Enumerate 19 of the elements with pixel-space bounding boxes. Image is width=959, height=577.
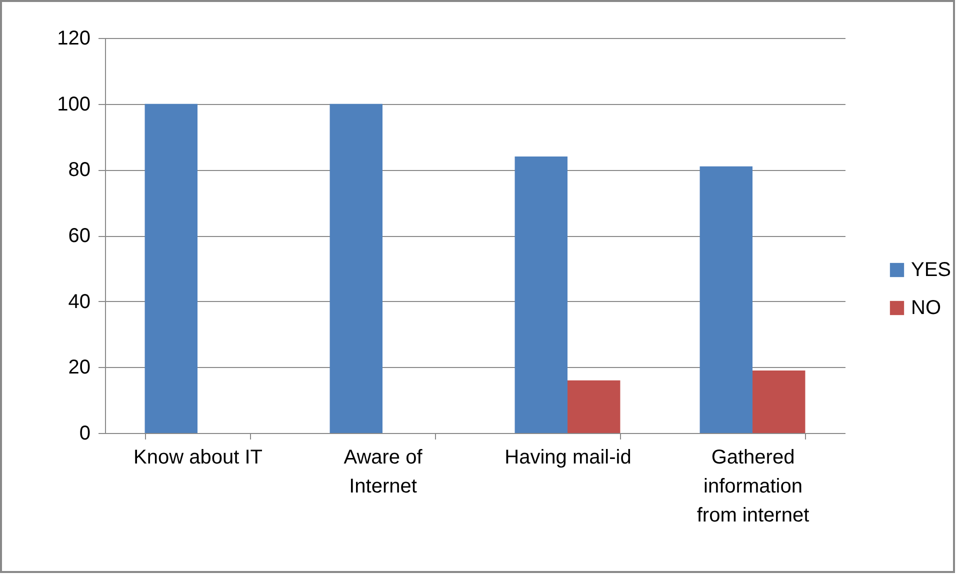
x-tick-label: Know about IT (134, 446, 262, 468)
legend-label: YES (911, 259, 952, 281)
x-tick-label: Gathered information from internet (696, 446, 810, 526)
y-tick-label: 60 (68, 225, 90, 247)
y-tick-label: 80 (68, 159, 90, 182)
y-tick-label: 20 (68, 356, 90, 379)
legend-label: NO (911, 297, 941, 319)
y-tick-label: 100 (57, 93, 90, 116)
bar (752, 370, 806, 433)
bar (700, 166, 752, 433)
y-tick-label: 120 (57, 28, 90, 50)
bar (144, 104, 198, 433)
bar (330, 104, 382, 433)
y-tick-label: 40 (68, 290, 90, 313)
x-tick-label: Having mail-id (504, 446, 632, 468)
x-tick-label: Aware of Internet (344, 446, 423, 498)
bar (568, 380, 620, 433)
y-tick-label: 0 (79, 422, 90, 444)
bar (514, 156, 568, 433)
